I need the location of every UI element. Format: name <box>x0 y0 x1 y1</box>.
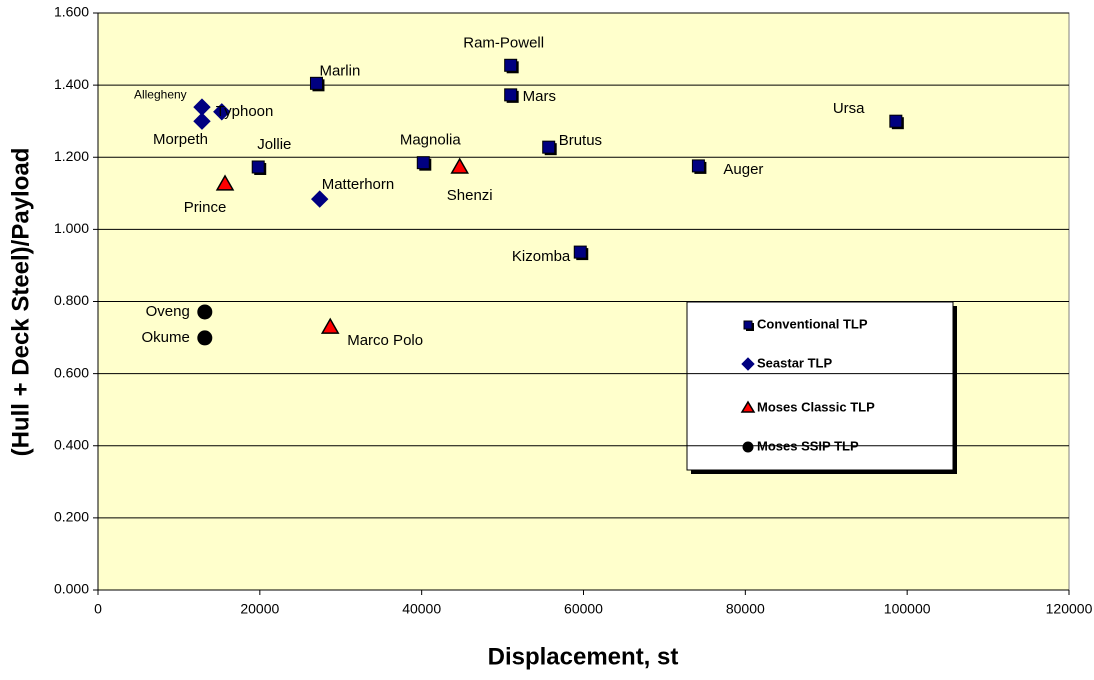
y-tick-label: 0.800 <box>54 292 89 308</box>
x-tick-label: 100000 <box>884 601 931 617</box>
marker <box>311 190 329 208</box>
point-label: Typhoon <box>216 103 274 120</box>
marker <box>889 114 903 128</box>
marker <box>213 103 231 121</box>
legend-label: Conventional TLP <box>757 316 868 331</box>
point-label: Prince <box>184 199 227 216</box>
marker <box>504 88 518 102</box>
point-label: Ram-Powell <box>463 34 544 51</box>
marker <box>741 357 755 371</box>
marker <box>504 58 518 72</box>
marker <box>740 400 756 413</box>
y-tick-label: 1.000 <box>54 220 89 236</box>
x-tick-label: 40000 <box>402 601 441 617</box>
point-label: Jollie <box>257 136 291 153</box>
marker <box>197 304 213 320</box>
x-tick-label: 0 <box>94 601 102 617</box>
legend-label: Moses SSIP TLP <box>757 438 859 453</box>
marker <box>691 159 705 173</box>
point-label: Ursa <box>833 100 865 117</box>
y-tick-label: 0.600 <box>54 364 89 380</box>
point-label: Marco Polo <box>347 332 423 349</box>
y-tick-label: 1.200 <box>54 148 89 164</box>
marker <box>450 157 469 174</box>
x-tick-label: 20000 <box>240 601 279 617</box>
marker <box>215 174 235 191</box>
point-label: Shenzi <box>447 187 493 204</box>
y-tick-label: 0.000 <box>54 581 89 597</box>
marker <box>573 245 587 259</box>
y-tick-label: 0.400 <box>54 436 89 452</box>
y-tick-label: 1.600 <box>54 4 89 20</box>
point-label: Kizomba <box>512 248 571 265</box>
legend-label: Moses Classic TLP <box>757 399 875 414</box>
x-tick-label: 60000 <box>564 601 603 617</box>
point-label: Matterhorn <box>322 176 395 193</box>
point-label: Okume <box>141 329 189 346</box>
legend-label: Seastar TLP <box>757 355 832 370</box>
marker <box>193 112 211 130</box>
marker <box>251 160 265 174</box>
point-label: Allegheny <box>134 87 187 101</box>
point-label: Auger <box>723 161 763 178</box>
point-label: Marlin <box>319 62 360 79</box>
marker <box>197 330 213 346</box>
point-label: Magnolia <box>400 132 462 149</box>
x-axis-title: Displacement, st <box>488 643 679 670</box>
marker <box>542 140 556 154</box>
point-label: Brutus <box>559 132 602 149</box>
point-label: Oveng <box>146 303 190 320</box>
y-tick-label: 1.400 <box>54 76 89 92</box>
marker <box>742 441 754 453</box>
marker <box>320 317 340 334</box>
marker <box>743 320 753 330</box>
y-tick-label: 0.200 <box>54 509 89 525</box>
y-axis-title: (Hull + Deck Steel)/Payload <box>7 148 34 457</box>
marker <box>416 156 430 170</box>
point-label: Morpeth <box>153 131 208 148</box>
marker <box>309 76 323 90</box>
x-tick-label: 120000 <box>1046 601 1093 617</box>
x-tick-label: 80000 <box>726 601 765 617</box>
point-label: Mars <box>523 88 556 105</box>
